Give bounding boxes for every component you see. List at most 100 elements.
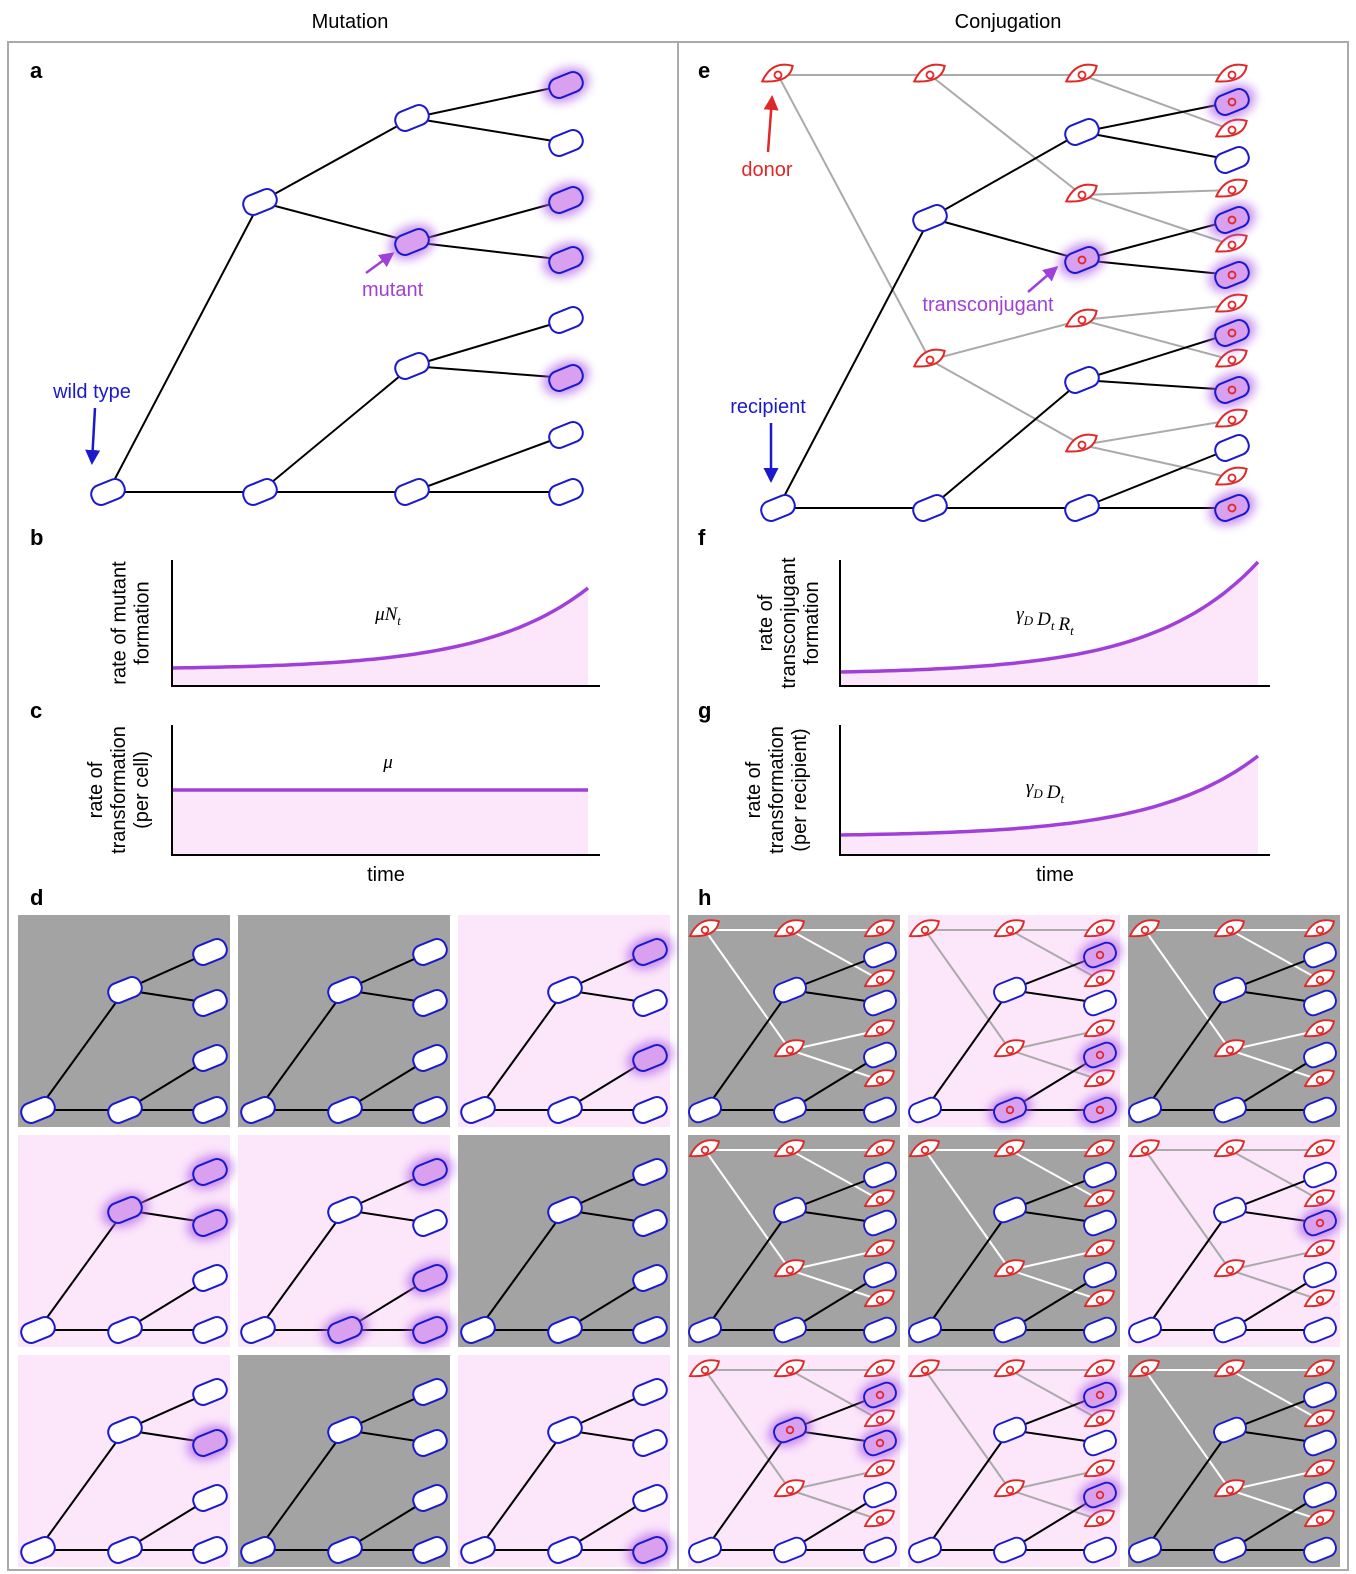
recipient-cell: [1303, 1481, 1337, 1509]
donor-cell: [1214, 348, 1248, 368]
recipient-cell: [1214, 146, 1250, 174]
edge: [1081, 259, 1233, 276]
annotation: recipient: [730, 396, 806, 418]
formula-part: D: [1036, 609, 1051, 630]
edge: [37, 1209, 126, 1331]
cell: [863, 1536, 897, 1564]
edge: [929, 359, 1083, 446]
panel-letter: b: [30, 525, 43, 550]
recipient-cell: [863, 941, 897, 969]
recipient-cell: [908, 1096, 942, 1124]
edge: [411, 84, 567, 119]
edge: [1081, 447, 1233, 509]
donor-cell: [1213, 1039, 1245, 1058]
edge: [1229, 1274, 1321, 1331]
curve: [171, 586, 590, 670]
recipient-cell: [1213, 976, 1247, 1004]
cell: [1214, 233, 1248, 253]
cell: [1208, 257, 1256, 293]
cell: [460, 1316, 496, 1344]
donor-cell: [1083, 919, 1115, 938]
edge: [789, 1269, 881, 1301]
cell: [993, 919, 1025, 938]
plasmid: [1005, 1105, 1015, 1115]
recipient-cell: [192, 1264, 228, 1292]
recipient-cell: [548, 478, 584, 506]
recipient-cell: [993, 1536, 1027, 1564]
donor-cell: [688, 919, 720, 938]
recipient-cell: [192, 1429, 228, 1457]
panel-bg: [908, 1135, 1120, 1347]
formula-part: μN: [374, 604, 399, 625]
cell: [626, 1040, 674, 1076]
recipient-cell: [90, 478, 126, 506]
edge: [1081, 101, 1233, 133]
recipient-cell: [192, 1158, 228, 1186]
cell: [1078, 938, 1122, 972]
edge: [1009, 1149, 1101, 1201]
recipient-cell: [547, 1416, 583, 1444]
edge: [1144, 1429, 1231, 1551]
cell: [1214, 408, 1248, 428]
recipient-cell: [1213, 1096, 1247, 1124]
edge: [1081, 194, 1233, 246]
cell: [192, 1378, 228, 1406]
cell: [993, 1479, 1025, 1498]
panel-bg: [688, 915, 900, 1127]
donor-cell: [1213, 919, 1245, 938]
donor-cell: [1064, 63, 1098, 83]
recipient-cell: [993, 1316, 1027, 1344]
edge: [477, 989, 566, 1111]
cell: [412, 1096, 448, 1124]
annotation: wild type: [52, 381, 131, 403]
recipient-cell: [1303, 1161, 1337, 1189]
cell: [863, 1041, 897, 1069]
formula: μNt: [374, 604, 401, 628]
cell: [760, 494, 796, 522]
arrow: [763, 95, 779, 153]
edge: [789, 1469, 881, 1491]
formula-part: D: [1046, 782, 1061, 803]
plasmid: [1140, 925, 1150, 935]
recipient-cell: [632, 1158, 668, 1186]
edge: [259, 365, 413, 493]
plasmid: [1095, 1195, 1105, 1205]
edge: [257, 1429, 346, 1551]
panel-letter: c: [30, 698, 42, 723]
recipient-cell: [1214, 88, 1250, 116]
plasmid: [1005, 1045, 1015, 1055]
edge: [789, 1249, 881, 1271]
plasmid: [1095, 975, 1105, 985]
edge: [37, 1429, 126, 1551]
cell: [1083, 1139, 1115, 1158]
edge: [1081, 74, 1233, 131]
recipient-cell: [547, 1536, 583, 1564]
recipient-cell: [412, 1044, 448, 1072]
plasmid: [773, 70, 783, 80]
recipient-cell: [1214, 434, 1250, 462]
cell: [1083, 919, 1115, 938]
formula: γD Dt: [1026, 777, 1065, 806]
recipient-cell: [632, 1044, 668, 1072]
cell: [626, 1532, 674, 1568]
plasmid: [785, 1265, 795, 1275]
cell: [240, 1316, 276, 1344]
recipient-cell: [773, 1316, 807, 1344]
recipient-cell: [1083, 1161, 1117, 1189]
donor-cell: [1083, 1069, 1115, 1088]
cell: [863, 1459, 895, 1478]
plasmid: [1227, 125, 1237, 135]
cell: [1213, 1316, 1247, 1344]
recipient-cell: [242, 188, 278, 216]
edge: [107, 201, 261, 493]
area: [840, 562, 1258, 686]
cell: [1128, 1139, 1160, 1158]
plasmid: [1315, 925, 1325, 935]
edge: [1081, 319, 1233, 361]
plasmid: [1005, 1365, 1015, 1375]
edge: [704, 929, 791, 1051]
plasmid: [1077, 315, 1087, 325]
recipient-cell: [548, 71, 584, 99]
recipient-cell: [394, 478, 430, 506]
donor-cell: [1303, 1289, 1335, 1308]
